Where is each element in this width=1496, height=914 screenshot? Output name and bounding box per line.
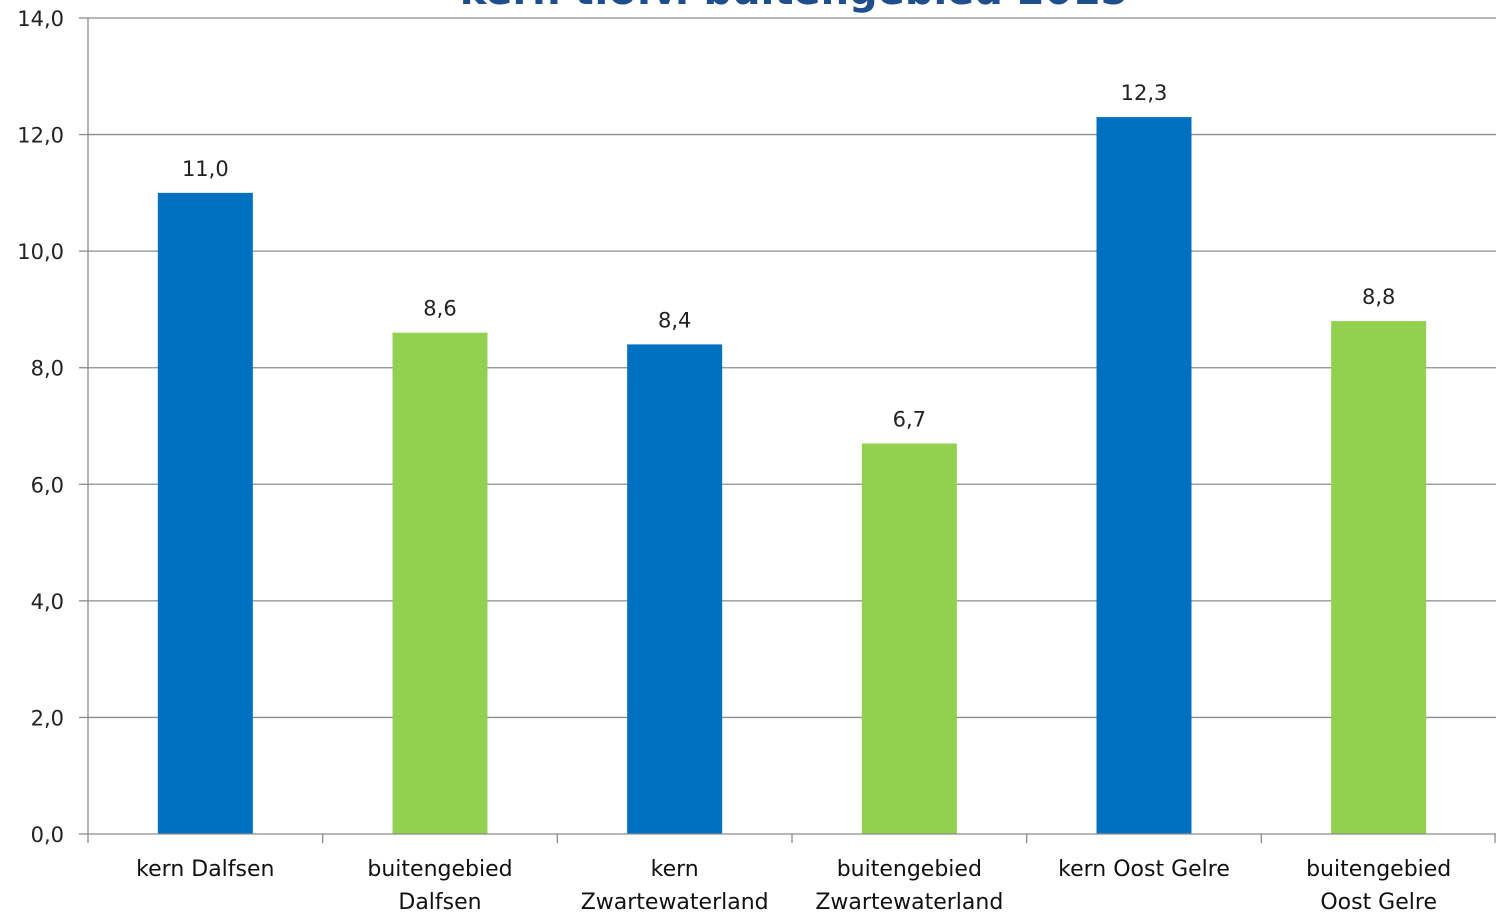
data-labels: 11,0 8,6 8,4 6,7 12,3 8,8 bbox=[182, 81, 1395, 431]
bar bbox=[392, 332, 488, 834]
y-tick-label: 14,0 bbox=[17, 7, 64, 31]
category-label-line: buitengebied bbox=[837, 857, 982, 882]
category-label: buitengebied Zwartewaterland bbox=[815, 857, 1003, 914]
data-label: 8,4 bbox=[658, 308, 691, 332]
y-axis-tick-labels: 0,0 2,0 4,0 6,0 8,0 10,0 12,0 14,0 bbox=[17, 7, 64, 847]
y-tick-label: 2,0 bbox=[31, 706, 64, 730]
y-tick-label: 8,0 bbox=[31, 357, 64, 381]
category-label: kern Zwartewaterland bbox=[581, 857, 769, 914]
gridlines bbox=[79, 17, 1496, 835]
y-tick-label: 10,0 bbox=[17, 240, 64, 264]
category-label-line: kern Dalfsen bbox=[136, 857, 274, 882]
y-tick-label: 4,0 bbox=[31, 590, 64, 614]
category-label: kern Oost Gelre bbox=[1058, 857, 1230, 882]
data-label: 12,3 bbox=[1121, 81, 1168, 105]
data-label: 8,8 bbox=[1362, 285, 1395, 309]
category-label-line: Oost Gelre bbox=[1320, 890, 1437, 914]
chart-title: kern t.o.v. buitengebied 2015 bbox=[460, 0, 1128, 14]
bar bbox=[1331, 321, 1427, 835]
bar bbox=[157, 192, 253, 834]
x-axis-category-labels: kern Dalfsen buitengebied Dalfsen kern Zwart… bbox=[136, 857, 1451, 914]
data-label: 11,0 bbox=[182, 157, 229, 181]
y-tick-label: 6,0 bbox=[31, 473, 64, 497]
data-label: 6,7 bbox=[893, 407, 926, 431]
bar bbox=[1096, 117, 1192, 835]
category-label-line: Zwartewaterland bbox=[815, 890, 1003, 914]
category-label: buitengebied Dalfsen bbox=[367, 857, 512, 914]
category-label-line: kern bbox=[651, 857, 699, 882]
category-label-line: Zwartewaterland bbox=[581, 890, 769, 914]
category-label-line: Dalfsen bbox=[398, 890, 481, 914]
axes bbox=[87, 18, 1496, 843]
category-label: kern Dalfsen bbox=[136, 857, 274, 882]
category-label-line: buitengebied bbox=[367, 857, 512, 882]
category-label: buitengebied Oost Gelre bbox=[1306, 857, 1451, 914]
category-label-line: kern Oost Gelre bbox=[1058, 857, 1230, 882]
bars bbox=[157, 117, 1427, 835]
data-label: 8,6 bbox=[423, 297, 456, 321]
bar bbox=[627, 344, 723, 834]
y-tick-label: 0,0 bbox=[31, 823, 64, 847]
bar bbox=[861, 443, 957, 834]
y-tick-label: 12,0 bbox=[17, 124, 64, 148]
category-label-line: buitengebied bbox=[1306, 857, 1451, 882]
